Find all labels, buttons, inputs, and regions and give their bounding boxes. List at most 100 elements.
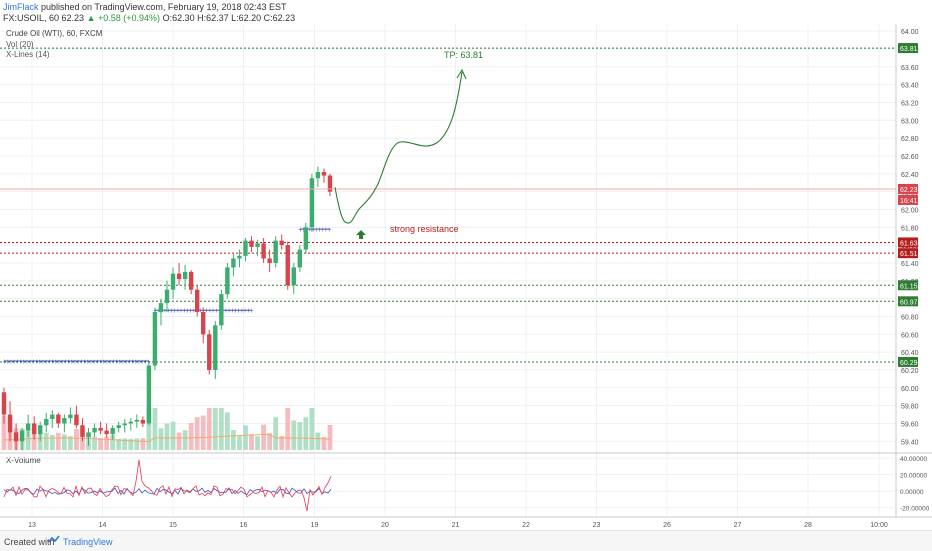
volume-bar	[321, 436, 327, 450]
volume-bar	[110, 434, 116, 450]
volume-bar	[218, 408, 224, 450]
volume-bar	[212, 408, 218, 450]
candle-body	[255, 243, 260, 247]
volume-bar	[327, 425, 333, 450]
volume-bar	[49, 434, 55, 450]
volume-bar	[25, 431, 31, 450]
subpane-tick-label: 20.00000	[900, 473, 927, 480]
volume-bar	[206, 408, 212, 450]
x-lines-marker: +	[40, 359, 45, 366]
volume-bar	[200, 415, 206, 450]
x-lines-marker: +	[320, 227, 325, 234]
y-tick-label: 60.00	[901, 386, 919, 393]
candle-body	[13, 432, 19, 442]
x-lines-marker: +	[207, 308, 212, 315]
candle-body	[62, 418, 67, 424]
x-tick-label: 10:00	[870, 522, 888, 529]
tradingview-link[interactable]: TradingView	[63, 537, 113, 547]
x-lines-marker: +	[317, 227, 322, 234]
candle-body	[327, 175, 333, 192]
candle-body	[134, 419, 140, 422]
volume-bar	[128, 438, 134, 450]
x-lines-marker: +	[166, 308, 171, 315]
volume-bar	[158, 428, 164, 450]
x-lines-marker: +	[114, 359, 119, 366]
price-chart[interactable]: 64.0063.8063.6063.4063.2063.0062.8062.60…	[0, 24, 932, 530]
x-tick-label: 22	[522, 522, 530, 529]
candle-body	[243, 240, 248, 256]
chart-title: Crude Oil (WTI), 60, FXCM	[6, 29, 103, 38]
price-level-label: 61.51	[900, 251, 918, 258]
x-lines-marker: +	[98, 359, 103, 366]
x-lines-marker: +	[307, 227, 312, 234]
x-lines-marker: +	[211, 308, 216, 315]
x-lines-marker: +	[204, 308, 209, 315]
tradingview-logo-icon	[48, 535, 60, 543]
x-lines-marker: +	[101, 359, 106, 366]
resistance-annotation: strong resistance	[390, 224, 459, 234]
candle-body	[249, 240, 254, 247]
countdown-label: 16:41	[900, 198, 918, 205]
x-lines-marker: +	[246, 308, 251, 315]
x-lines-marker: +	[8, 359, 13, 366]
x-lines-marker: +	[95, 359, 100, 366]
x-lines-marker: +	[60, 359, 65, 366]
x-lines-marker: +	[44, 359, 49, 366]
candle-body	[291, 267, 296, 286]
x-tick-label: 23	[593, 522, 601, 529]
candle-body	[164, 289, 170, 304]
x-lines-marker: +	[76, 359, 81, 366]
volume-bar	[152, 408, 158, 450]
volume-bar	[224, 412, 230, 450]
volume-bar	[255, 436, 260, 450]
x-lines-marker: +	[31, 359, 36, 366]
price-level-tag	[898, 356, 918, 367]
candle-body	[188, 271, 194, 290]
author-link[interactable]: JimFlack	[3, 2, 39, 12]
footer-bar: Created with TradingView	[0, 530, 932, 551]
candle-body	[98, 427, 103, 431]
y-tick-label: 63.40	[901, 83, 919, 90]
x-tick-label: 15	[169, 522, 177, 529]
volume-bar	[1, 415, 7, 450]
x-tick-label: 14	[99, 522, 107, 529]
chart-header: JimFlack published on TradingView.com, F…	[0, 0, 932, 24]
x-lines-marker: +	[311, 227, 316, 234]
candle-body	[146, 365, 152, 424]
candle-body	[7, 414, 13, 433]
candle-body	[25, 423, 31, 431]
x-lines-marker: +	[108, 359, 113, 366]
x-lines-marker: +	[12, 359, 17, 366]
x-tick-label: 28	[804, 522, 812, 529]
candle-body	[273, 240, 278, 263]
x-lines-marker: +	[34, 359, 39, 366]
volume-bar	[122, 438, 128, 450]
candle-body	[170, 273, 176, 290]
indicator-label: X-Lines (14)	[6, 50, 50, 59]
x-lines-marker: +	[133, 359, 138, 366]
x-lines-marker: +	[298, 227, 303, 234]
x-lines-marker: +	[223, 308, 228, 315]
x-lines-marker: +	[169, 308, 174, 315]
volume-bar	[285, 408, 291, 450]
x-lines-marker: +	[37, 359, 42, 366]
x-lines-marker: +	[63, 359, 68, 366]
x-lines-marker: +	[66, 359, 71, 366]
price-level-label: 61.63	[900, 240, 918, 247]
x-lines-marker: +	[249, 308, 254, 315]
x-lines-marker: +	[85, 359, 90, 366]
current-price-label: 62.23	[900, 187, 918, 194]
x-lines-marker: +	[5, 359, 10, 366]
take-profit-annotation: TP: 63.81	[444, 50, 483, 60]
indicator-label: Vol (20)	[6, 40, 34, 49]
candle-body	[50, 414, 55, 420]
y-tick-label: 60.40	[901, 350, 919, 357]
price-level-tag	[898, 296, 918, 307]
change-up-icon: ▲	[86, 13, 96, 23]
x-lines-marker: +	[301, 227, 306, 234]
volume-bar	[140, 438, 146, 450]
y-tick-label: 62.00	[901, 207, 919, 214]
x-lines-marker: +	[163, 308, 168, 315]
y-tick-label: 62.60	[901, 154, 919, 161]
subpane-title: X-Volume	[6, 456, 41, 465]
